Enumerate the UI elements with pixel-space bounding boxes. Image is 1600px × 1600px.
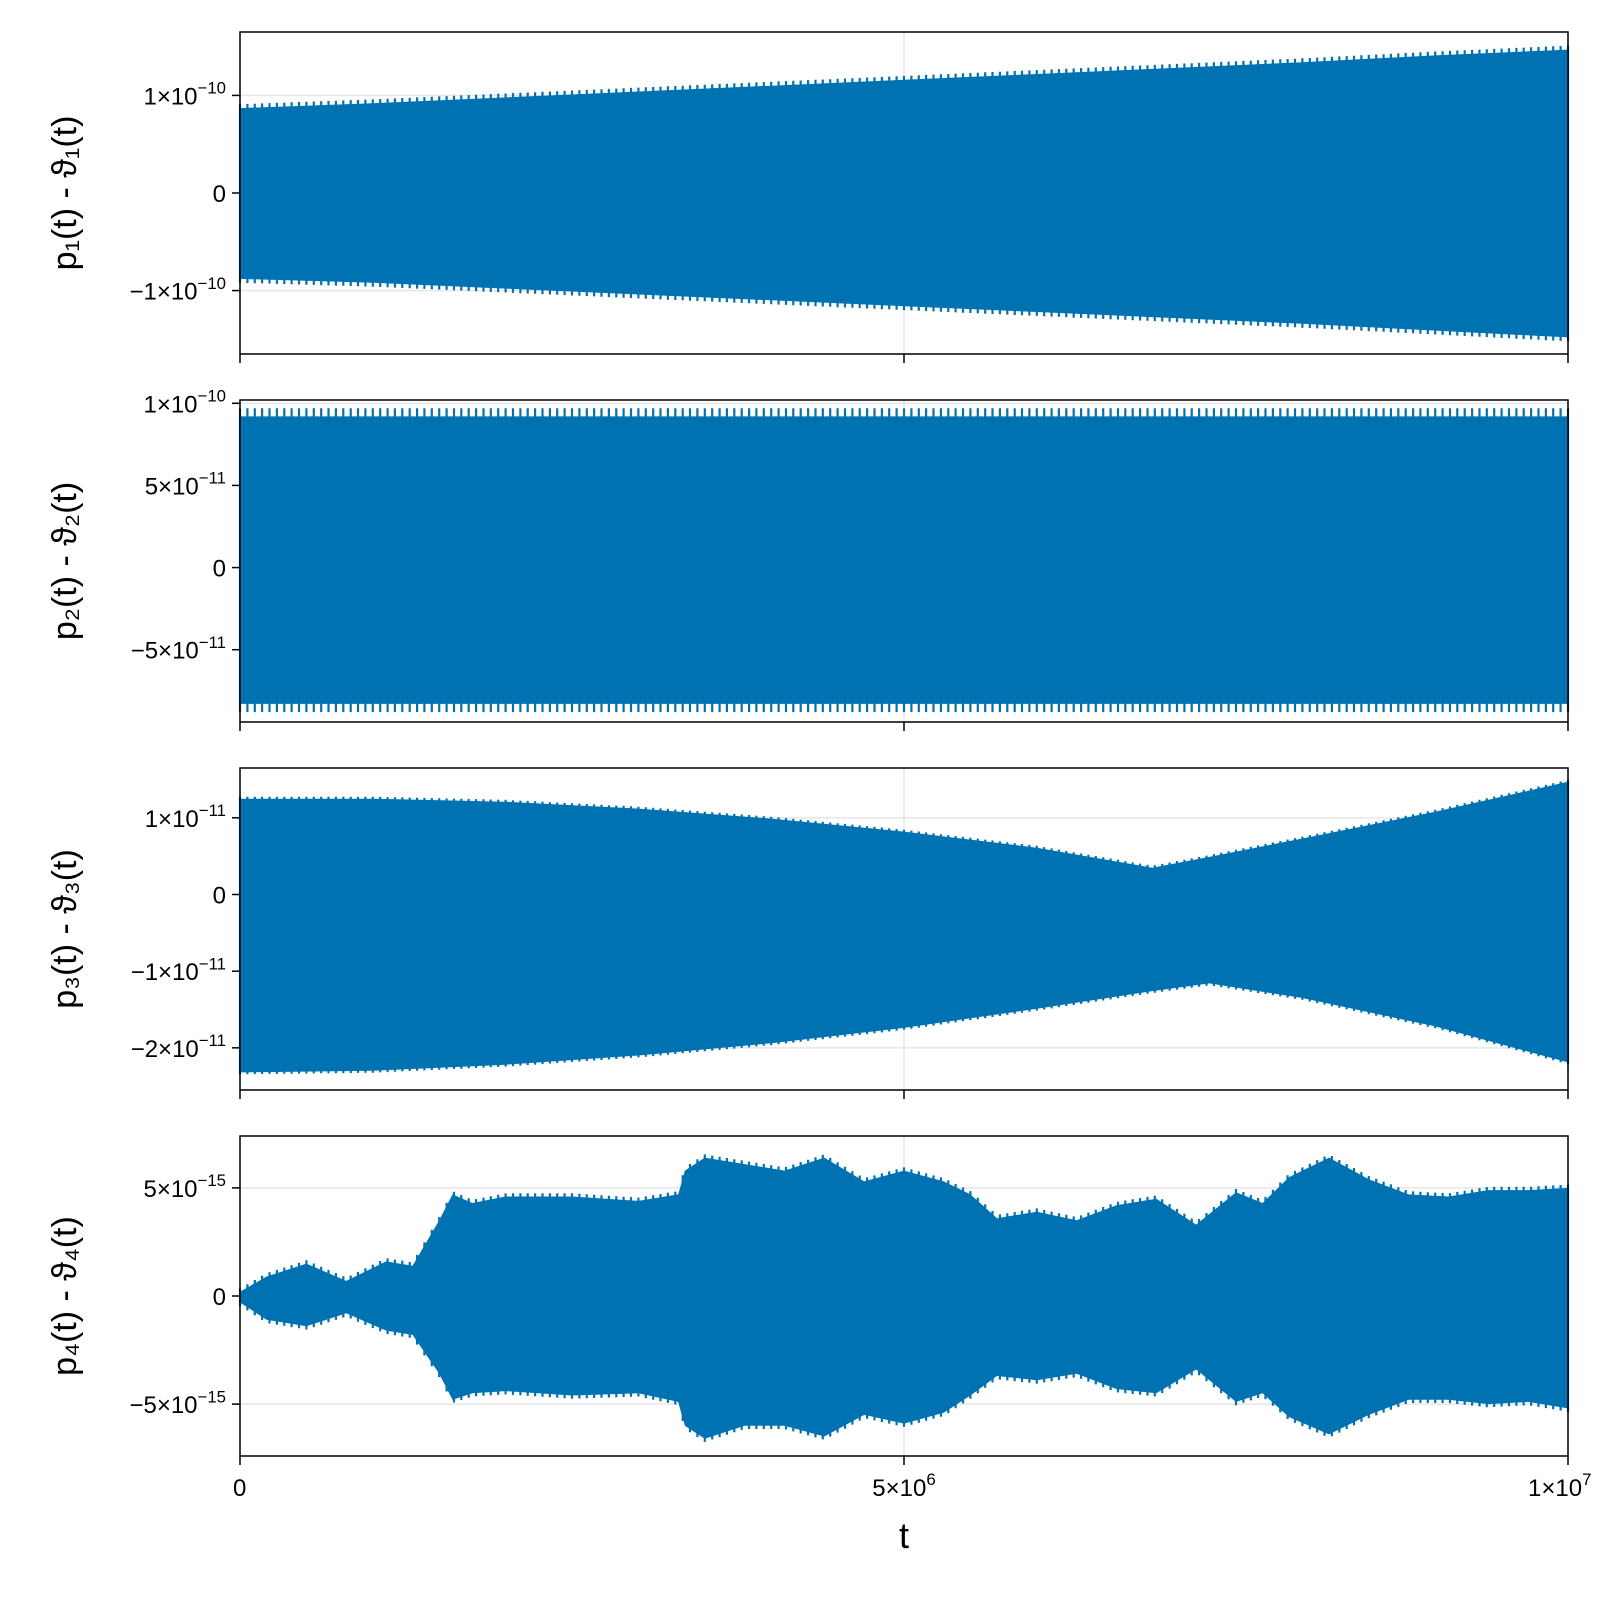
y-tick-label-2-1-exponent: −11 [199, 469, 226, 488]
x-axis-label: t [899, 1515, 909, 1556]
y-tick-label-3-0: 1×10−11 [145, 801, 226, 833]
y-tick-label-1-0-exponent: −10 [198, 79, 226, 98]
y-tick-label-3-1-mantissa: 0 [213, 883, 226, 910]
y-axis-label-4: p₄(t) - ϑ₄(t) [46, 1216, 84, 1376]
x-tick-label-2: 1×107 [1528, 1470, 1591, 1502]
y-tick-label-1-2: −1×10−10 [129, 274, 226, 306]
y-axis-label-1: p₁(t) - ϑ₁(t) [46, 116, 84, 271]
y-tick-label-4-2-exponent: −15 [198, 1387, 226, 1406]
y-tick-label-2-1-mantissa: 5×10 [145, 473, 199, 500]
y-tick-label-4-0: 5×10−15 [143, 1171, 226, 1203]
y-tick-label-4-1-mantissa: 0 [213, 1284, 226, 1311]
y-tick-label-1-2-exponent: −10 [198, 274, 226, 293]
y-tick-label-3-0-mantissa: 1×10 [145, 806, 199, 833]
y-tick-label-3-3-exponent: −11 [199, 1031, 226, 1050]
y-tick-label-2-3-mantissa: −5×10 [131, 638, 199, 665]
y-tick-label-3-3: −2×10−11 [131, 1031, 226, 1063]
y-tick-label-2-3: −5×10−11 [131, 633, 226, 665]
x-tick-label-2-exponent: 7 [1582, 1470, 1591, 1489]
series-spikes-4 [238, 1154, 1570, 1442]
x-tick-label-1-mantissa: 5×10 [872, 1475, 926, 1502]
y-tick-label-2-3-exponent: −11 [199, 633, 226, 652]
y-tick-label-4-0-exponent: −15 [198, 1171, 226, 1190]
x-tick-label-0: 0 [233, 1475, 246, 1502]
y-axis-label-3: p₃(t) - ϑ₃(t) [46, 849, 84, 1009]
y-tick-label-3-3-mantissa: −2×10 [131, 1036, 199, 1063]
y-tick-label-1-0: 1×10−10 [143, 79, 226, 111]
series-spikes-2 [238, 408, 1570, 713]
y-tick-label-3-2-mantissa: −1×10 [131, 959, 199, 986]
x-tick-label-0-mantissa: 0 [233, 1475, 246, 1502]
y-tick-label-4-2: −5×10−15 [129, 1387, 226, 1419]
y-tick-label-1-0-mantissa: 1×10 [143, 83, 197, 110]
y-tick-label-2-0-mantissa: 1×10 [143, 391, 197, 418]
y-tick-label-2-0-exponent: −10 [198, 386, 226, 405]
y-axis-label-2: p₂(t) - ϑ₂(t) [46, 482, 84, 640]
y-tick-label-1-2-mantissa: −1×10 [129, 279, 197, 306]
y-tick-label-3-2-exponent: −11 [199, 954, 226, 973]
y-tick-label-1-1-mantissa: 0 [213, 181, 226, 208]
y-tick-label-4-0-mantissa: 5×10 [143, 1176, 197, 1203]
y-tick-label-2-2-mantissa: 0 [213, 556, 226, 583]
y-tick-label-2-2: 0 [213, 556, 226, 583]
y-tick-label-1-1: 0 [213, 181, 226, 208]
series-spikes-1 [238, 45, 1570, 342]
x-tick-label-1-exponent: 6 [926, 1470, 935, 1489]
y-tick-label-4-1: 0 [213, 1284, 226, 1311]
x-tick-label-1: 5×106 [872, 1470, 935, 1502]
y-tick-label-4-2-mantissa: −5×10 [129, 1392, 197, 1419]
y-tick-label-3-2: −1×10−11 [131, 954, 226, 986]
y-tick-label-2-0: 1×10−10 [143, 386, 226, 418]
x-tick-label-2-mantissa: 1×10 [1528, 1475, 1582, 1502]
y-tick-label-3-1: 0 [213, 883, 226, 910]
y-tick-label-2-1: 5×10−11 [145, 469, 226, 501]
y-tick-label-3-0-exponent: −11 [199, 801, 226, 820]
